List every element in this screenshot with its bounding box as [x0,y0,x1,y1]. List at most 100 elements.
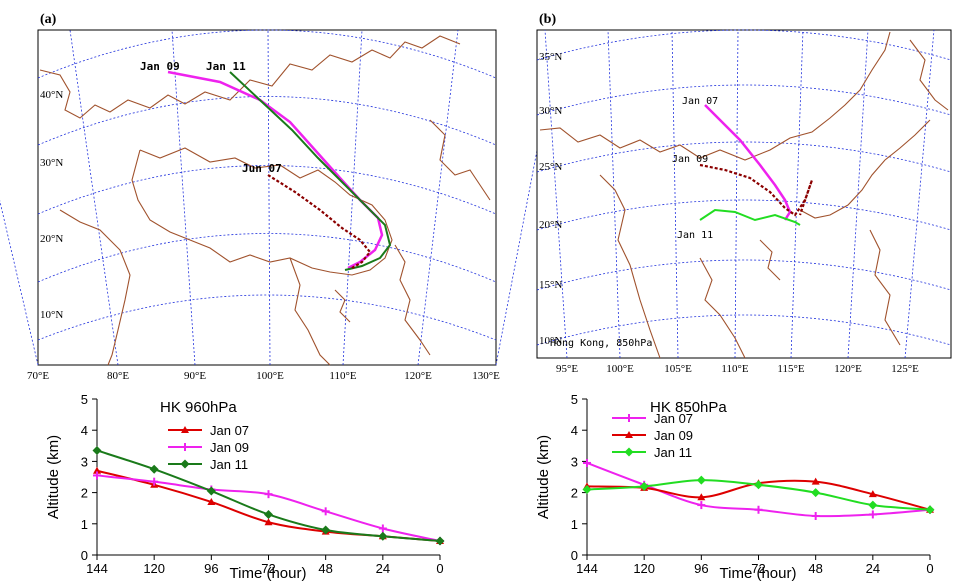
map-b-lat-label: 30°N [539,105,562,117]
x-tick-label: 120 [143,561,165,576]
data-point [639,481,649,491]
hainan-coast [334,289,351,323]
data-point [264,509,273,519]
lat-line-20 [536,199,952,231]
indochina-coast [289,257,331,366]
legend-label: Jan 07 [210,423,249,438]
data-point [868,510,877,519]
lat-line-10 [536,314,952,346]
data-point [754,480,763,490]
x-axis-title: Time (hour) [230,565,307,582]
map-b-lat-label: 10°N [539,335,562,347]
x-tick-label: 144 [86,561,108,576]
altitude-chart-960hpa: HK 960hPa Time (hour) Altitude (km) 0 1 2 3… [45,392,445,582]
tick-group: 0 1 2 3 4 5 144 120 96 72 48 24 0 [81,392,444,576]
hainan-coast-b [759,239,781,281]
y-tick-label: 3 [81,454,88,469]
legend-label: Jan 11 [210,457,248,472]
station-label: Hong Kong, 850hPa [550,338,652,349]
traj-a-label-jun07: Jun 07 [242,162,282,175]
traj-b-label-jan09: Jan 09 [672,154,708,165]
x-tick-label: 144 [576,561,598,576]
series-group [582,458,935,520]
data-point [321,507,330,516]
series-line [96,474,441,542]
y-tick-label: 2 [81,486,88,501]
map-a-lat-label: 40°N [40,89,63,101]
x-axis-title: Time (hour) [720,565,797,582]
map-a-lon-label: 100°E [256,370,284,382]
lon-line-120 [417,29,459,366]
y-tick-label: 5 [81,392,88,407]
x-tick-label: 24 [376,561,390,576]
data-point [811,488,821,498]
legend-marker [625,431,633,438]
map-a: (a) Jan 09 Jan 11 Jun 07 10°N 20°N 30°N [0,12,561,382]
lon-line-100 [607,29,621,359]
data-point [206,486,216,496]
data-point [696,475,706,485]
legend-label: Jan 11 [654,445,692,460]
y-tick-label: 1 [81,517,88,532]
y-axis-title: Altitude (km) [535,435,552,519]
map-b-lon-label: 105°E [664,363,692,375]
data-point [149,464,159,474]
map-a-lon-label: 130°E [472,370,500,382]
lat-line-50 [37,29,497,79]
map-b-lat-label: 35°N [539,51,562,63]
x-tick-label: 96 [204,561,218,576]
legend-marker [180,459,190,469]
panel-b-label: (b) [539,12,556,27]
y-axis-title: Altitude (km) [45,435,62,519]
x-tick-label: 24 [866,561,880,576]
india-coast [59,209,131,366]
x-tick-label: 48 [318,561,332,576]
map-b-lon-label: 120°E [834,363,862,375]
lon-line-95 [544,29,568,359]
altitude-chart-850hpa: HK 850hPa Time (hour) Altitude (km) 0 1 2 3… [535,392,935,582]
x-tick-label: 72 [261,561,275,576]
map-a-frame [37,29,497,366]
border-north [39,35,461,119]
legend: Jan 07 Jan 09 Jan 11 [612,411,693,460]
data-point [583,458,591,467]
data-point [264,518,273,526]
y-tick-label: 2 [571,486,578,501]
korea-coast-b [909,39,949,111]
data-point [93,466,101,474]
lat-line-35 [536,29,952,61]
lat-line-15 [536,259,952,291]
lon-line-70 [0,200,39,366]
data-point [811,512,820,520]
traj-b-label-jan11: Jan 11 [677,230,713,241]
x-tick-label: 72 [751,561,765,576]
map-b-lon-label: 125°E [891,363,919,375]
y-tick-label: 0 [81,548,88,563]
traj-b-jan09 [699,163,814,217]
data-point [868,490,877,498]
data-point [925,505,935,515]
map-a-lat-label: 30°N [40,157,63,169]
map-a-lon-label: 110°E [329,370,356,382]
lat-line-30 [536,84,952,116]
y-tick-label: 1 [571,517,578,532]
legend-marker [624,447,634,457]
map-b-lon-label: 95°E [556,363,578,375]
lon-line-105 [671,29,679,359]
traj-a-label-jan11: Jan 11 [206,60,246,73]
data-point [93,471,101,480]
x-tick-label: 48 [808,561,822,576]
lon-line-115 [790,29,804,359]
data-point [435,536,445,546]
map-a-lat-label: 20°N [40,233,63,245]
series-group [92,445,445,546]
south-china-coast-b [799,119,931,219]
map-b-frame [536,29,952,359]
lon-line-80 [69,29,119,366]
data-point [150,477,159,486]
data-point [697,493,706,501]
traj-b-jan11 [699,208,801,226]
x-tick-label: 0 [926,561,933,576]
data-point [207,497,216,505]
